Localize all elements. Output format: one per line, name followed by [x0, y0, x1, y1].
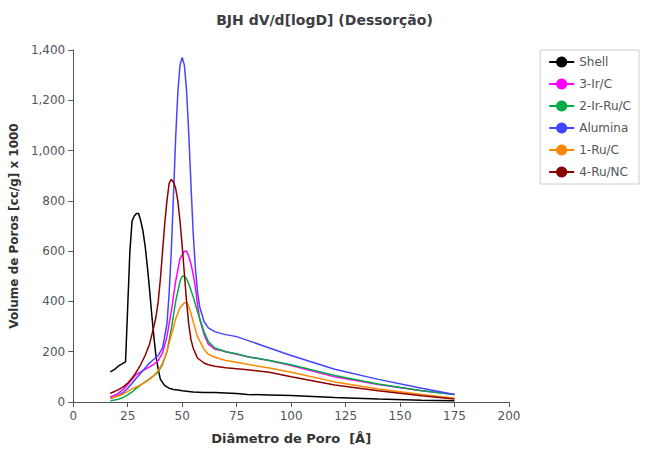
- svg-text:0: 0: [69, 409, 77, 423]
- svg-text:Shell: Shell: [579, 55, 608, 69]
- svg-text:25: 25: [120, 409, 135, 423]
- svg-text:150: 150: [389, 409, 412, 423]
- svg-text:1,400: 1,400: [31, 43, 65, 57]
- svg-text:400: 400: [42, 294, 65, 308]
- svg-text:1-Ru/C: 1-Ru/C: [579, 143, 619, 157]
- svg-text:BJH dV/d[logD] (Dessorção): BJH dV/d[logD] (Dessorção): [216, 12, 433, 28]
- svg-text:1,000: 1,000: [31, 144, 65, 158]
- svg-text:800: 800: [42, 194, 65, 208]
- svg-text:50: 50: [175, 409, 190, 423]
- svg-text:4-Ru/NC: 4-Ru/NC: [579, 165, 628, 179]
- svg-text:1,200: 1,200: [31, 93, 65, 107]
- svg-text:Diâmetro de Poro [Å]: Diâmetro de Poro [Å]: [211, 431, 371, 446]
- svg-text:2-Ir-Ru/C: 2-Ir-Ru/C: [579, 99, 631, 113]
- svg-text:125: 125: [334, 409, 357, 423]
- svg-text:100: 100: [280, 409, 303, 423]
- svg-text:175: 175: [443, 409, 466, 423]
- svg-text:200: 200: [498, 409, 521, 423]
- svg-text:0: 0: [58, 395, 66, 409]
- svg-text:Volume de Poros [cc/g] x 1000: Volume de Poros [cc/g] x 1000: [7, 123, 21, 328]
- svg-text:75: 75: [229, 409, 244, 423]
- svg-text:600: 600: [42, 244, 65, 258]
- svg-text:Alumina: Alumina: [579, 121, 628, 135]
- svg-text:200: 200: [42, 345, 65, 359]
- svg-text:3-Ir/C: 3-Ir/C: [579, 77, 612, 91]
